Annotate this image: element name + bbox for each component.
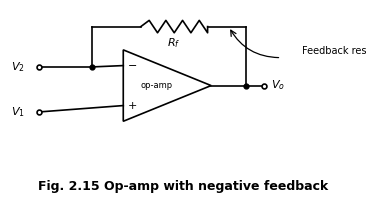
Text: $V_o$: $V_o$ <box>271 79 285 93</box>
Text: −: − <box>127 60 137 71</box>
Text: Feedback resistor: Feedback resistor <box>302 46 366 57</box>
Text: op-amp: op-amp <box>141 81 173 90</box>
Text: +: + <box>127 100 137 111</box>
Text: Fig. 2.15 Op-amp with negative feedback: Fig. 2.15 Op-amp with negative feedback <box>38 180 328 193</box>
Text: $V_2$: $V_2$ <box>11 60 25 74</box>
Text: $V_1$: $V_1$ <box>11 105 25 119</box>
Text: $R_f$: $R_f$ <box>168 36 181 50</box>
